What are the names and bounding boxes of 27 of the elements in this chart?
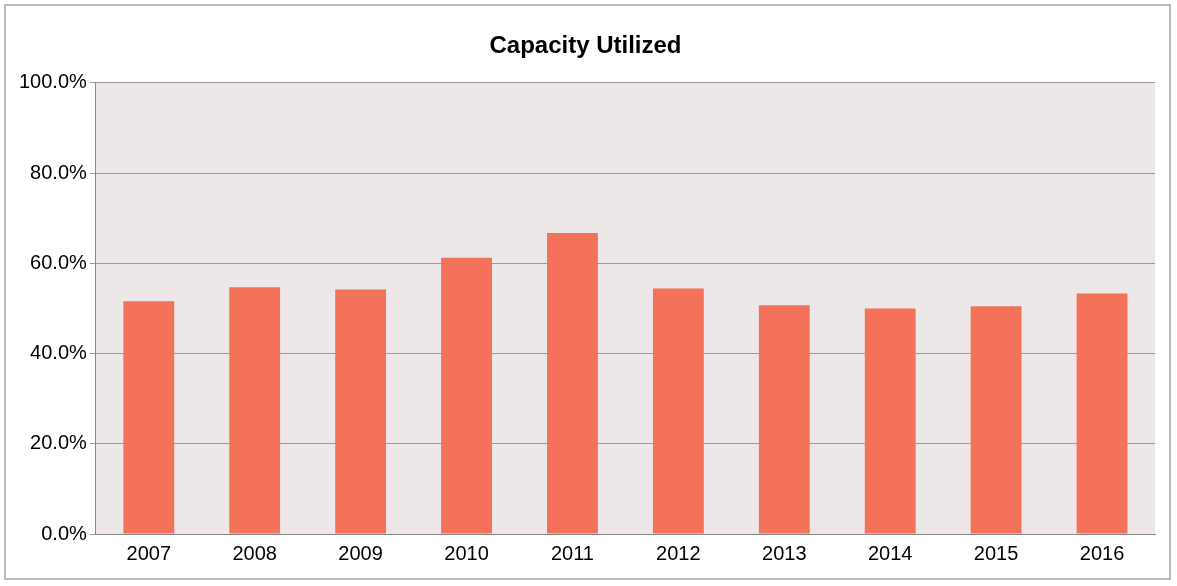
- y-tick-label: 80.0%: [30, 160, 88, 183]
- y-tick-label: 100.0%: [18, 70, 88, 93]
- bar: [1076, 293, 1128, 534]
- x-tick-label: 2014: [867, 541, 913, 564]
- bar: [229, 287, 281, 534]
- x-tick-label: 2013: [762, 541, 807, 564]
- bar: [335, 289, 387, 534]
- x-tick-label: 2015: [973, 541, 1019, 564]
- chart-title: Capacity Utilized: [489, 31, 682, 59]
- x-tick-label: 2009: [338, 541, 383, 564]
- x-tick-label: 2011: [550, 541, 594, 564]
- bar: [758, 305, 810, 534]
- y-tick-label: 40.0%: [30, 341, 88, 364]
- bar: [123, 301, 175, 534]
- bar: [864, 308, 916, 534]
- x-tick-label: 2007: [126, 541, 172, 564]
- x-tick-label: 2010: [444, 541, 489, 564]
- bar: [652, 288, 704, 534]
- y-tick-label: 20.0%: [30, 431, 88, 454]
- x-tick-label: 2012: [656, 541, 701, 564]
- x-tick-label: 2016: [1079, 541, 1125, 564]
- bar: [547, 233, 598, 534]
- x-tick-label: 2008: [232, 541, 277, 564]
- y-tick-label: 60.0%: [30, 250, 88, 273]
- bar: [970, 306, 1022, 534]
- bar: [441, 257, 492, 534]
- y-tick-label: 0.0%: [41, 521, 88, 544]
